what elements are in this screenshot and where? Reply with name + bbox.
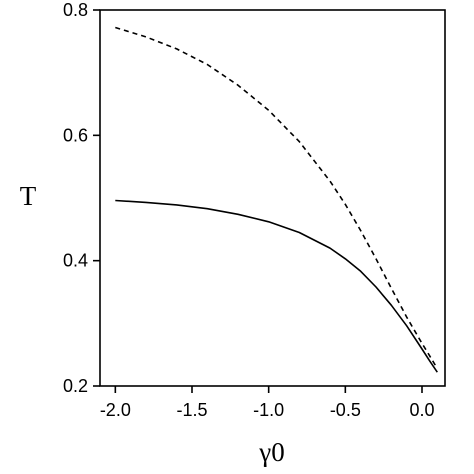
ticks [93, 9, 423, 393]
x-tick-label: -2.0 [100, 400, 131, 420]
y-tick-label: 0.6 [63, 125, 88, 145]
x-tick-label: -0.5 [330, 400, 361, 420]
series-group [115, 26, 438, 373]
y-tick-label: 0.4 [63, 251, 88, 271]
x-tick-label: 0.0 [409, 400, 434, 420]
x-tick-label: -1.5 [176, 400, 207, 420]
x-tick-label: -1.0 [253, 400, 284, 420]
series-line-solid [115, 199, 438, 373]
x-axis-label: γ0 [258, 437, 284, 467]
y-tick-label: 0.2 [63, 376, 88, 396]
tick-labels: -2.0 -1.5 -1.0 -0.5 0.0 0.2 0.4 0.6 0.8 [63, 0, 435, 420]
series-line-dashed [115, 26, 438, 369]
plot-frame [99, 9, 446, 387]
y-tick-label: 0.8 [63, 0, 88, 20]
y-axis-label: T [20, 181, 37, 211]
